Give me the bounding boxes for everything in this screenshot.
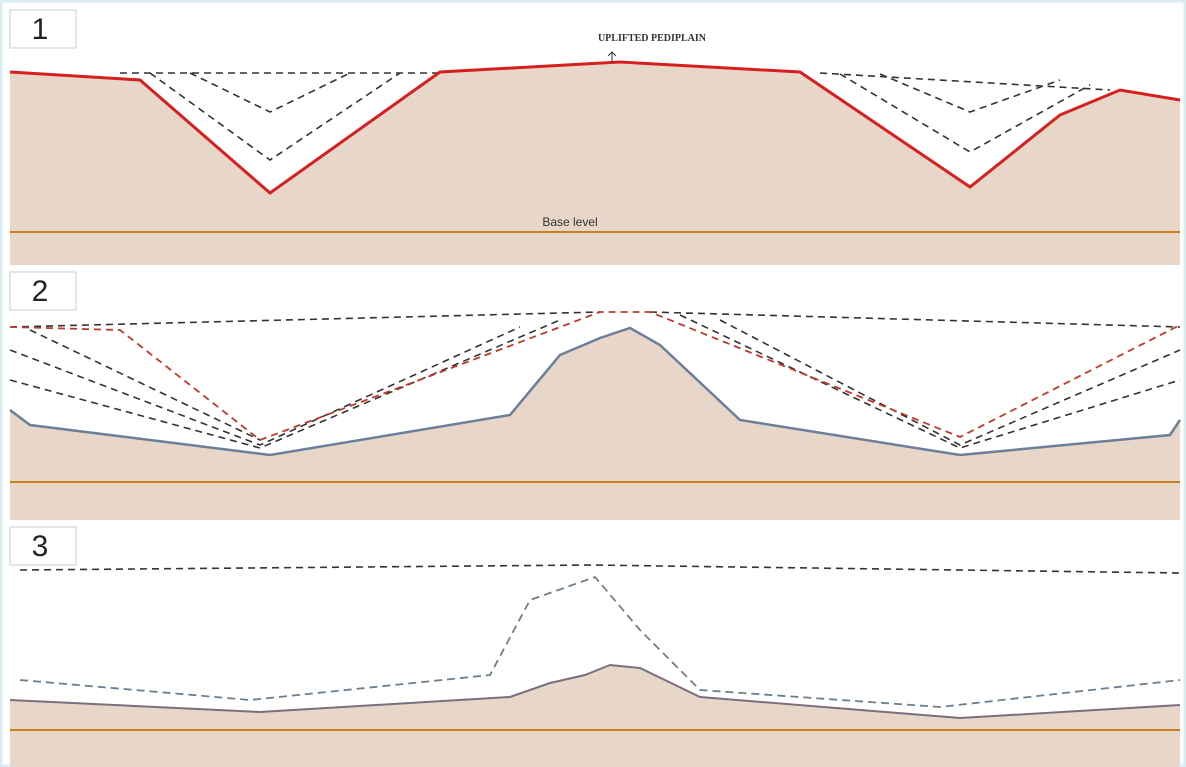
panel-label: 1 bbox=[32, 13, 49, 46]
diagram: Base level UPLIFTED PEDIPLAIN 1 2 3 bbox=[0, 0, 1186, 767]
panel-label: 2 bbox=[32, 275, 49, 308]
base-level-label: Base level bbox=[542, 215, 597, 229]
annotation: UPLIFTED PEDIPLAIN bbox=[598, 33, 707, 44]
panel-label: 3 bbox=[32, 530, 49, 563]
